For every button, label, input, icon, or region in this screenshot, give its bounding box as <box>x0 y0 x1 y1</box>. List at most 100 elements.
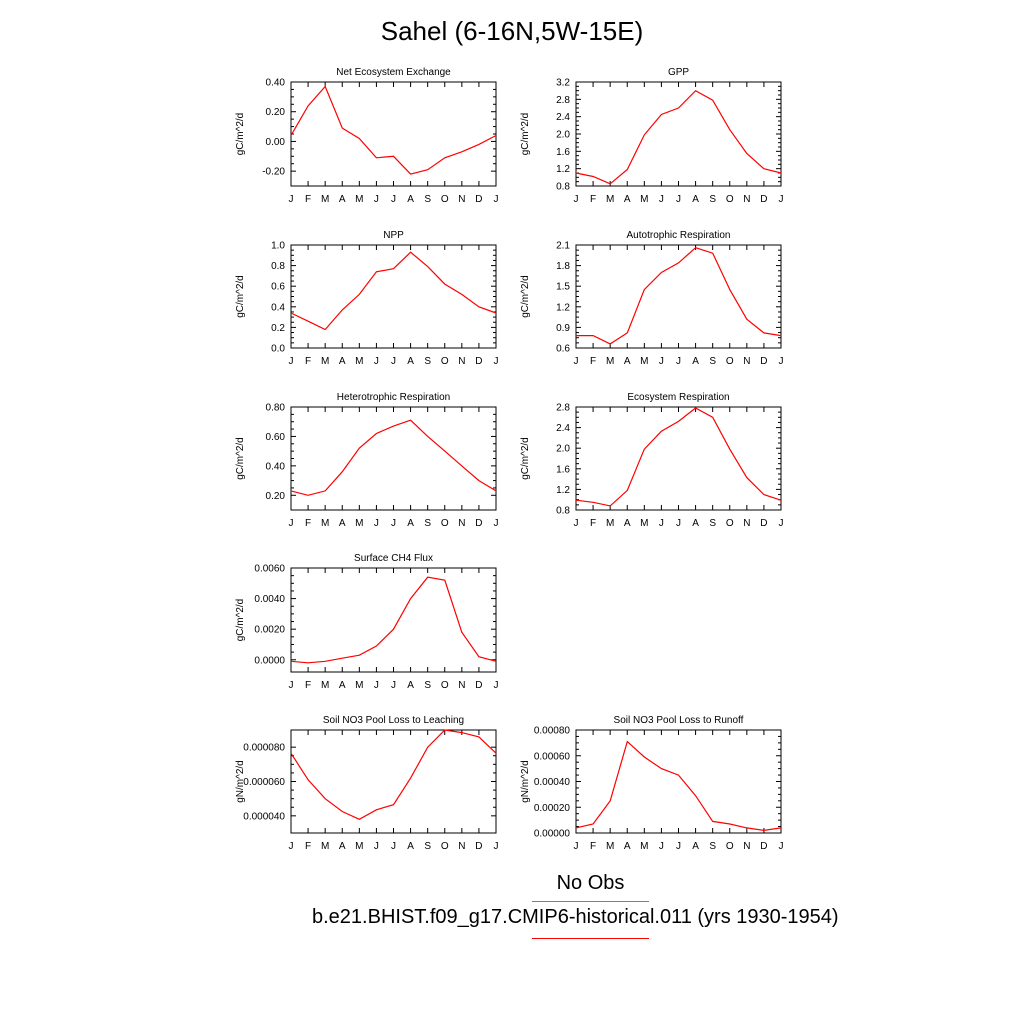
y-tick-label: 0.00 <box>266 137 286 148</box>
x-tick-label: N <box>458 356 465 367</box>
y-tick-label: 0.6 <box>556 344 570 355</box>
model-legend-line <box>532 938 649 939</box>
chart-panel: J F M A M J J A S O N D J0.200.400.600.80Heterotroph… <box>235 392 499 529</box>
x-tick-label: A <box>624 356 631 367</box>
panel-title: Heterotrophic Respiration <box>337 392 450 403</box>
x-tick-label: J <box>676 356 681 367</box>
x-tick-label: M <box>640 841 648 852</box>
x-tick-label: J <box>374 518 379 529</box>
y-tick-label: 2.1 <box>556 241 570 252</box>
y-tick-label: 0.00060 <box>534 751 571 762</box>
y-tick-label: 0.2 <box>271 323 285 334</box>
chart-panel: J F M A M J J A S O N D J0.81.21.62.02.42.83.2GPPgC/… <box>520 67 784 205</box>
x-tick-label: M <box>355 680 363 691</box>
x-tick-label: O <box>441 841 449 852</box>
x-tick-label: A <box>407 841 414 852</box>
y-tick-label: 2.0 <box>556 444 570 455</box>
x-tick-label: F <box>305 194 311 205</box>
y-axis-label: gC/m^2/d <box>235 599 246 642</box>
y-tick-label: 0.60 <box>266 432 286 443</box>
x-tick-label: J <box>289 680 294 691</box>
x-tick-label: J <box>494 680 499 691</box>
x-tick-label: O <box>726 356 734 367</box>
x-tick-label: M <box>355 356 363 367</box>
plot-frame <box>290 567 497 673</box>
x-tick-label: A <box>624 518 631 529</box>
y-tick-label: 0.40 <box>266 461 286 472</box>
y-axis-label: gC/m^2/d <box>235 113 246 156</box>
x-tick-label: O <box>726 841 734 852</box>
x-tick-label: F <box>590 518 596 529</box>
x-tick-label: A <box>339 194 346 205</box>
x-tick-label: A <box>339 841 346 852</box>
x-tick-label: A <box>407 194 414 205</box>
y-tick-label: 1.6 <box>556 147 570 158</box>
x-tick-label: J <box>676 841 681 852</box>
y-tick-label: 2.4 <box>556 112 570 123</box>
chart-panel: J F M A M J J A S O N D J0.000000.000200.000400.0006… <box>520 715 784 852</box>
panel-title: Surface CH4 Flux <box>354 553 433 564</box>
plot-frame <box>575 406 782 511</box>
x-tick-label: J <box>676 518 681 529</box>
panel-title: Autotrophic Respiration <box>627 230 731 241</box>
y-tick-label: 0.0060 <box>254 564 285 575</box>
x-tick-label: M <box>606 518 614 529</box>
panel-title: Soil NO3 Pool Loss to Leaching <box>323 715 464 726</box>
series-line <box>290 251 497 331</box>
x-tick-label: S <box>709 841 716 852</box>
x-tick-label: O <box>726 194 734 205</box>
x-tick-label: F <box>590 841 596 852</box>
x-tick-label: J <box>676 194 681 205</box>
x-tick-label: D <box>475 518 482 529</box>
y-tick-label: 0.4 <box>271 302 285 313</box>
x-tick-label: M <box>321 194 329 205</box>
y-tick-label: 1.6 <box>556 464 570 475</box>
y-tick-label: 2.4 <box>556 423 570 434</box>
x-tick-label: A <box>624 841 631 852</box>
x-tick-label: J <box>659 841 664 852</box>
x-tick-label: S <box>424 194 431 205</box>
x-tick-label: S <box>424 356 431 367</box>
x-tick-label: O <box>441 356 449 367</box>
x-tick-label: O <box>441 518 449 529</box>
x-tick-label: A <box>624 194 631 205</box>
x-tick-label: J <box>494 356 499 367</box>
x-tick-label: D <box>475 356 482 367</box>
series-line <box>290 729 497 820</box>
series-line <box>290 85 497 175</box>
plot-frame <box>575 81 782 187</box>
panel-title: GPP <box>668 67 689 78</box>
series-line <box>290 576 497 664</box>
y-tick-label: 2.0 <box>556 130 570 141</box>
x-tick-label: A <box>339 680 346 691</box>
x-tick-label: A <box>692 518 699 529</box>
y-tick-label: 2.8 <box>556 403 570 414</box>
x-tick-label: J <box>494 841 499 852</box>
x-tick-label: J <box>494 518 499 529</box>
x-tick-label: S <box>424 680 431 691</box>
x-tick-label: S <box>424 518 431 529</box>
y-tick-label: 0.00000 <box>534 829 571 840</box>
y-axis-label: gC/m^2/d <box>520 437 531 480</box>
x-tick-label: A <box>407 680 414 691</box>
x-tick-label: D <box>760 194 767 205</box>
x-tick-label: J <box>391 356 396 367</box>
x-tick-label: J <box>494 194 499 205</box>
figure-title: Sahel (6-16N,5W-15E) <box>380 16 644 46</box>
plot-frame <box>575 244 782 349</box>
x-tick-label: J <box>779 518 784 529</box>
y-tick-label: 0.9 <box>556 323 570 334</box>
obs-legend-line <box>532 901 649 902</box>
y-axis-label: gC/m^2/d <box>235 437 246 480</box>
x-tick-label: F <box>590 194 596 205</box>
plot-frame <box>575 729 782 834</box>
y-tick-label: 0.40 <box>266 78 286 89</box>
chart-panel: J F M A M J J A S O N D J0.00.20.40.60.81.0NPPgC/m^2… <box>235 230 499 367</box>
y-tick-label: 1.2 <box>556 164 570 175</box>
x-tick-label: M <box>321 680 329 691</box>
y-tick-label: 0.000080 <box>243 743 285 754</box>
x-tick-label: F <box>305 841 311 852</box>
x-tick-label: J <box>574 841 579 852</box>
x-tick-label: M <box>355 518 363 529</box>
y-axis-label: gN/m^2/d <box>235 760 246 803</box>
